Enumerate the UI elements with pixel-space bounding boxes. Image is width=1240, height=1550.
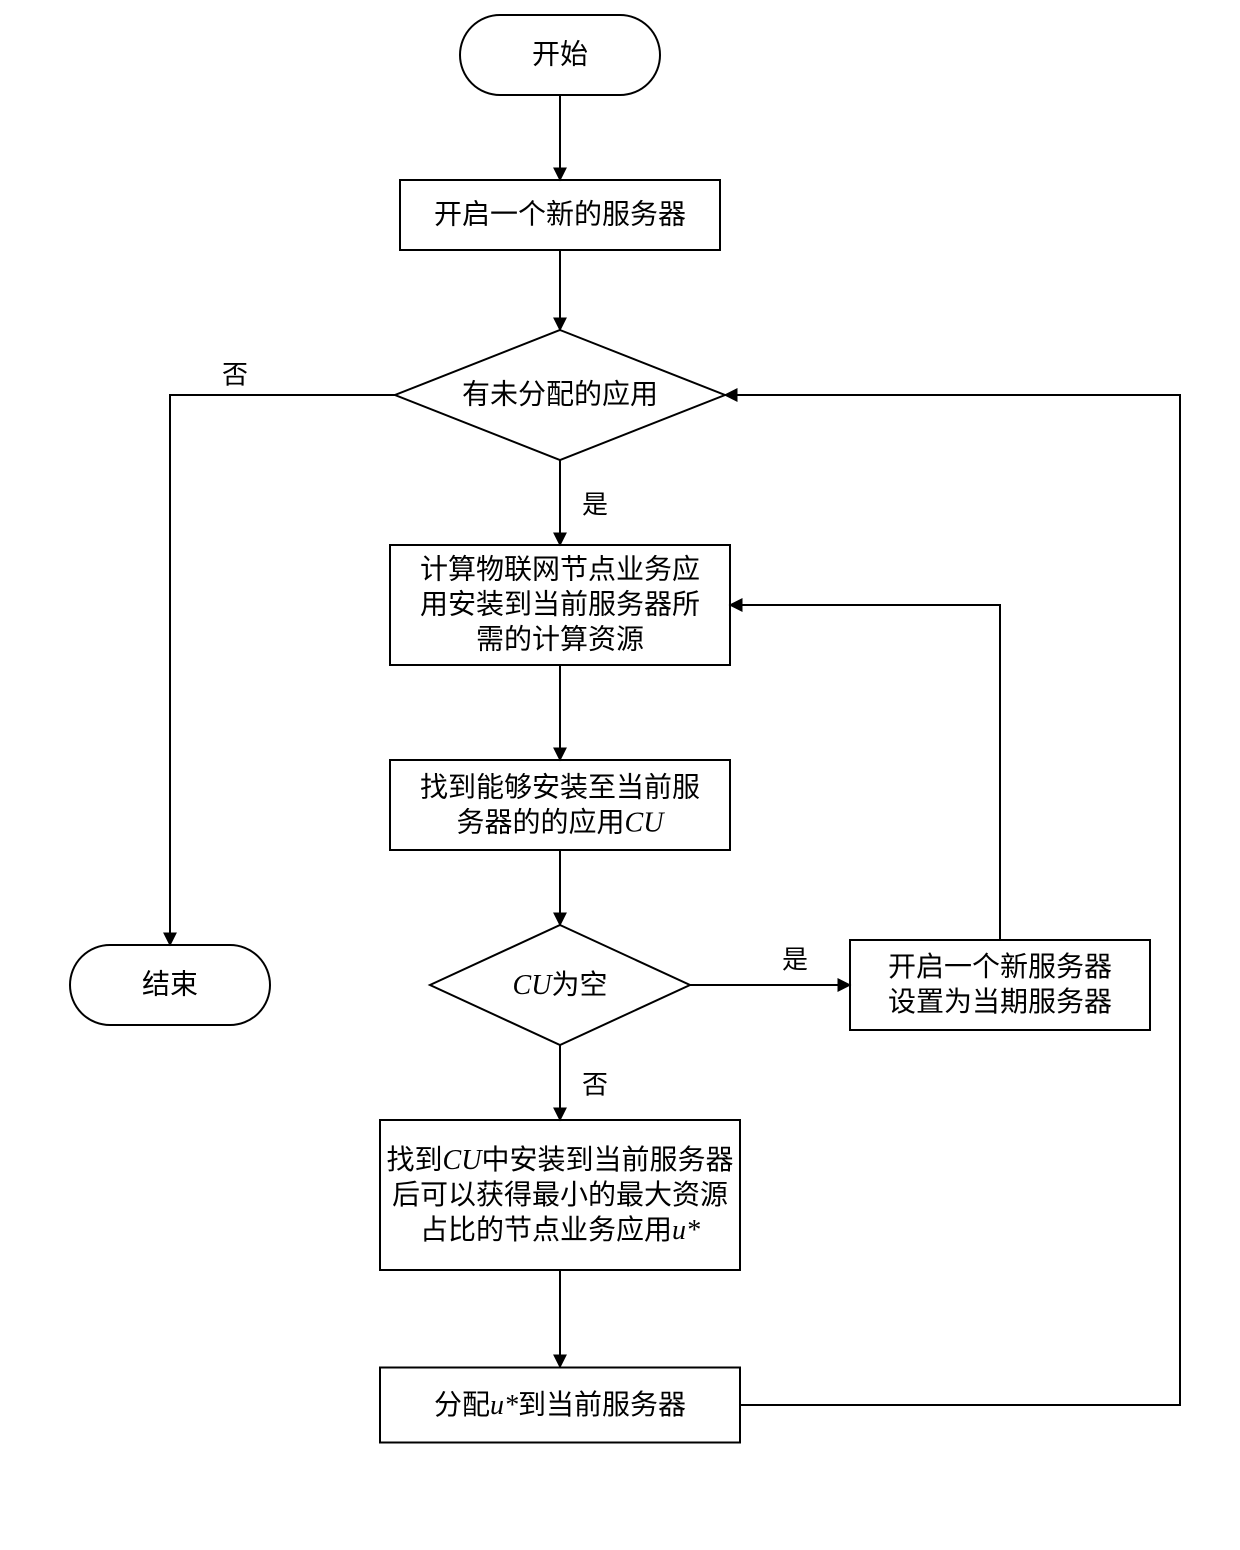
edge-label-3: 否 bbox=[222, 361, 248, 390]
edge-label-6: 是 bbox=[782, 946, 808, 975]
svg-text:结束: 结束 bbox=[142, 969, 198, 1001]
edge-7 bbox=[730, 605, 1000, 940]
svg-text:需的计算资源: 需的计算资源 bbox=[476, 624, 644, 656]
svg-text:找到能够安装至当前服: 找到能够安装至当前服 bbox=[420, 771, 700, 803]
svg-text:找到CU中安装到当前服务器: 找到CU中安装到当前服务器 bbox=[387, 1144, 734, 1176]
svg-text:开始: 开始 bbox=[532, 39, 588, 71]
svg-text:用安装到当前服务器所: 用安装到当前服务器所 bbox=[420, 589, 700, 621]
svg-text:设置为当期服务器: 设置为当期服务器 bbox=[888, 986, 1112, 1018]
edge-3 bbox=[170, 395, 395, 945]
svg-text:开启一个新的服务器: 开启一个新的服务器 bbox=[434, 199, 686, 231]
edge-label-8: 否 bbox=[582, 1071, 608, 1100]
svg-text:有未分配的应用: 有未分配的应用 bbox=[462, 379, 658, 411]
svg-text:分配u*到当前服务器: 分配u*到当前服务器 bbox=[434, 1389, 686, 1421]
svg-text:计算物联网节点业务应: 计算物联网节点业务应 bbox=[420, 554, 700, 586]
edge-10 bbox=[725, 395, 1180, 1405]
svg-text:开启一个新服务器: 开启一个新服务器 bbox=[888, 951, 1112, 983]
svg-text:占比的节点业务应用u*: 占比的节点业务应用u* bbox=[420, 1214, 700, 1246]
edge-label-2: 是 bbox=[582, 491, 608, 520]
svg-text:CU为空: CU为空 bbox=[513, 969, 608, 1001]
svg-text:务器的的应用CU: 务器的的应用CU bbox=[457, 806, 666, 838]
svg-text:后可以获得最小的最大资源: 后可以获得最小的最大资源 bbox=[392, 1179, 728, 1211]
